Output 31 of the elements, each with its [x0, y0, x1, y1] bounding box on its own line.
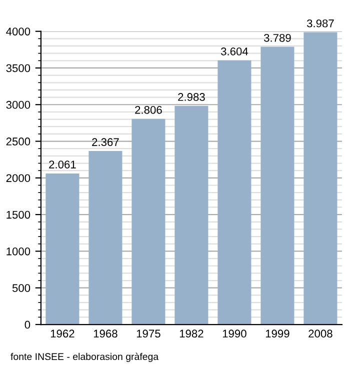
bar	[88, 151, 122, 325]
y-tick-label: 2000	[6, 174, 30, 182]
data-label: 2.061	[49, 160, 76, 168]
data-label: 3.987	[306, 19, 334, 28]
y-tick-label: 4000	[6, 28, 30, 36]
y-tick-label: 1000	[6, 247, 30, 256]
data-label: 2.367	[92, 138, 119, 146]
x-tick-label: 2008	[308, 330, 332, 338]
bar	[174, 106, 208, 325]
source-note: fonte INSEE - elaborasion gràfega	[10, 352, 159, 362]
x-tick-label: 1999	[266, 330, 290, 338]
x-tick-label: 1990	[222, 330, 246, 338]
bar	[132, 118, 166, 325]
y-tick-label: 3000	[6, 100, 30, 109]
bar	[304, 32, 338, 325]
data-label: 2.806	[135, 106, 162, 114]
y-tick-label: 500	[12, 284, 30, 292]
bar	[218, 60, 252, 325]
data-label: 3.604	[220, 48, 248, 56]
x-tick-label: 1968	[94, 330, 118, 338]
data-label: 3.789	[264, 34, 291, 42]
y-tick-label: 2500	[6, 138, 30, 146]
bar	[260, 46, 294, 325]
bar	[46, 173, 80, 325]
x-tick-label: 1975	[136, 330, 160, 338]
data-label: 2.983	[178, 93, 205, 101]
y-tick-label: 1500	[6, 210, 30, 219]
y-tick-label: 0	[24, 320, 30, 329]
x-tick-label: 1982	[180, 330, 204, 338]
y-tick-label: 3500	[6, 64, 30, 72]
x-tick-label: 1962	[50, 330, 74, 338]
